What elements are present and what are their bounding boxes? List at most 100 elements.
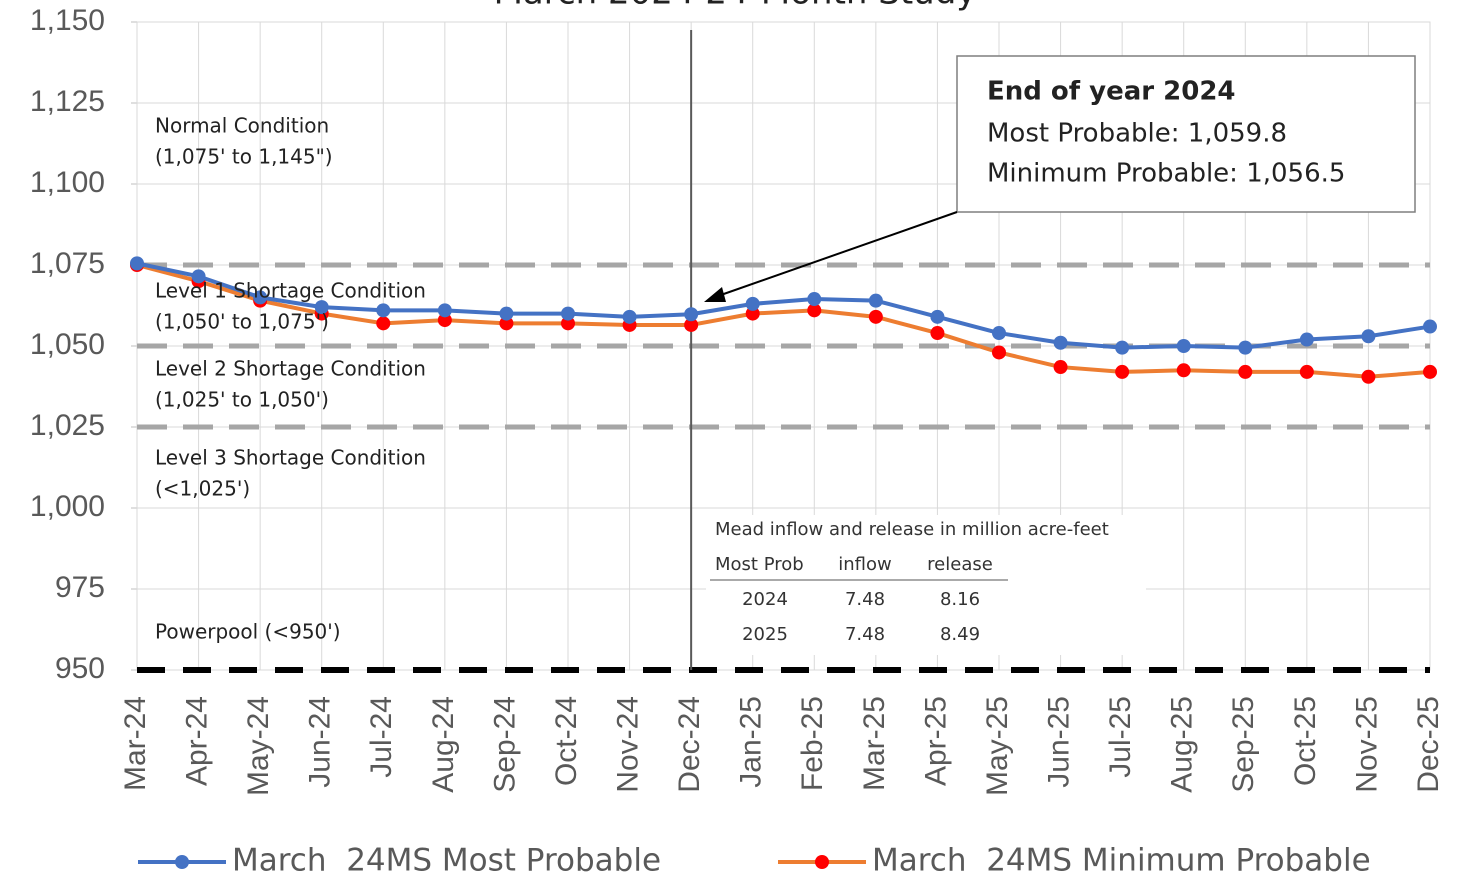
table-cell: 8.16	[940, 589, 980, 610]
condition-label: Powerpool (<950')	[155, 620, 341, 644]
point	[745, 296, 760, 311]
point	[1238, 340, 1253, 355]
point	[499, 316, 514, 331]
table-title: Mead inflow and release in million acre-…	[715, 519, 1109, 540]
legend-marker	[175, 855, 189, 869]
legend-label: March 24MS Minimum Probable	[872, 843, 1371, 879]
condition-label: Normal Condition	[155, 114, 329, 138]
x-tick-label: Jun-25	[1042, 696, 1075, 788]
condition-label: Level 1 Shortage Condition	[155, 279, 426, 303]
condition-range: (<1,025')	[155, 477, 250, 501]
x-tick-label: Jul-24	[365, 696, 398, 778]
legend-marker	[815, 855, 829, 869]
table-header: release	[927, 554, 993, 575]
point	[684, 317, 699, 332]
point	[561, 306, 575, 321]
point	[1361, 329, 1376, 344]
x-tick-label: Dec-25	[1412, 696, 1445, 793]
x-tick-label: Dec-24	[673, 696, 706, 793]
condition-label: Level 2 Shortage Condition	[155, 357, 426, 381]
y-tick-label: 1,075	[30, 247, 105, 280]
x-tick-label: Aug-25	[1166, 696, 1199, 793]
point	[376, 303, 391, 318]
point	[1238, 364, 1253, 379]
point	[868, 293, 883, 308]
annotation-title: End of year 2024	[987, 77, 1236, 107]
x-tick-label: Oct-24	[550, 696, 583, 786]
x-tick-label: Mar-25	[858, 696, 891, 791]
labels: 950 975 1,000 1,025 1,050 1,075 1,100 1,125 1,15…	[30, 4, 1445, 796]
y-tick-label: 1,000	[30, 490, 105, 523]
condition-range: (1,025' to 1,050')	[155, 388, 329, 412]
x-tick-label: Mar-24	[119, 696, 152, 791]
point	[1299, 332, 1314, 347]
x-tick-label: Jan-25	[735, 696, 768, 788]
table-header: inflow	[838, 554, 891, 575]
y-tick-label: 975	[55, 571, 105, 604]
x-tick-label: Oct-25	[1289, 696, 1322, 786]
chart-title: March 2024 24-Month Study	[494, 0, 977, 13]
point	[1115, 340, 1130, 355]
x-tick-label: Sep-24	[488, 696, 521, 793]
x-tick-label: May-25	[981, 696, 1014, 796]
x-tick-label: Sep-25	[1227, 696, 1260, 793]
table-cell: 2025	[742, 624, 788, 645]
series	[130, 256, 1437, 384]
point	[807, 292, 822, 307]
condition-range: (1,050' to 1,075')	[155, 310, 329, 334]
point	[868, 309, 883, 324]
y-tick-label: 950	[55, 652, 105, 685]
table-cell: 2024	[742, 589, 788, 610]
point	[1299, 364, 1314, 379]
point	[930, 326, 945, 341]
legend: March 24MS Most Probable March 24MS Minim…	[138, 843, 1371, 879]
point	[376, 316, 391, 331]
point	[437, 313, 452, 328]
x-tick-label: Jul-25	[1104, 696, 1137, 778]
x-tick-label: Nov-25	[1350, 696, 1383, 793]
annotation-line: Most Probable: 1,059.8	[987, 119, 1287, 149]
point	[191, 269, 206, 284]
point	[1176, 363, 1191, 378]
point	[561, 316, 575, 331]
point	[1053, 360, 1068, 375]
y-tick-label: 1,050	[30, 328, 105, 361]
point	[1423, 364, 1437, 379]
point	[1115, 364, 1130, 379]
point	[1053, 335, 1068, 350]
point	[437, 303, 452, 318]
x-tick-label: Aug-24	[427, 696, 460, 793]
point	[930, 309, 945, 324]
table-box	[706, 515, 1146, 655]
x-tick-label: Feb-25	[796, 696, 829, 791]
table-header: Most Prob	[715, 554, 804, 575]
point	[622, 309, 637, 324]
x-tick-label: Apr-24	[180, 696, 213, 786]
annotation-box	[956, 55, 1416, 213]
point	[314, 300, 329, 315]
y-tick-label: 1,025	[30, 409, 105, 442]
point	[1176, 339, 1191, 353]
series-line	[136, 263, 1431, 379]
condition-range: (1,075' to 1,145")	[155, 145, 333, 169]
point	[499, 306, 514, 321]
point	[992, 326, 1006, 341]
point	[1361, 369, 1376, 384]
point	[745, 306, 760, 321]
point	[130, 256, 144, 271]
annotation-arrow	[717, 211, 958, 297]
x-tick-label: Jun-24	[304, 696, 337, 788]
table-cell: 7.48	[845, 624, 885, 645]
arrow-head	[704, 287, 726, 302]
table-cell: 8.49	[940, 624, 980, 645]
point	[992, 345, 1006, 360]
y-tick-label: 1,125	[30, 85, 105, 118]
x-tick-label: Apr-25	[919, 696, 952, 786]
annotation-line: Minimum Probable: 1,056.5	[987, 159, 1345, 189]
x-tick-label: Nov-24	[611, 696, 644, 793]
table-cell: 7.48	[845, 589, 885, 610]
point	[253, 290, 268, 305]
y-tick-label: 1,100	[30, 166, 105, 199]
